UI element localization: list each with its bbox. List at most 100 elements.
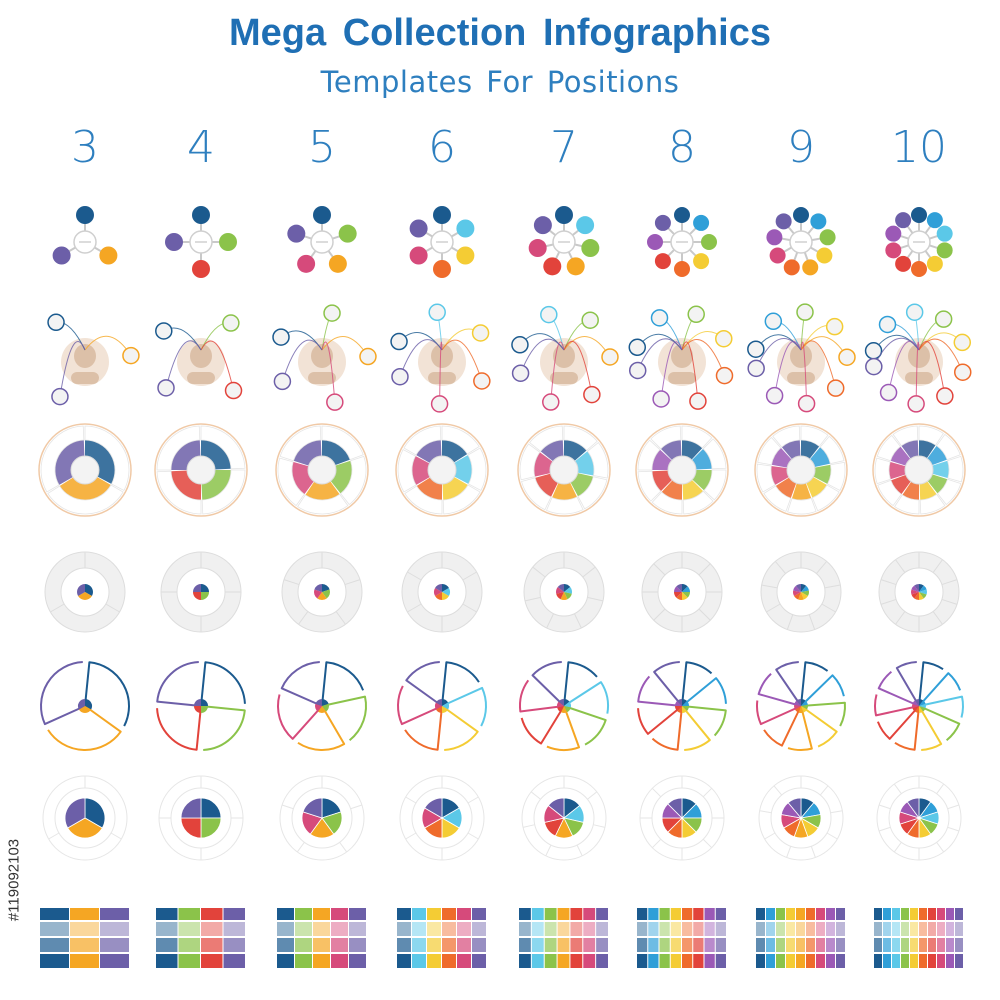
petal-outline	[681, 705, 711, 751]
petal-outline	[200, 705, 246, 751]
mini-pie-slice	[442, 592, 449, 600]
ring-center	[549, 455, 579, 485]
target-divider	[573, 613, 582, 629]
column-band	[659, 954, 670, 968]
column-band	[277, 922, 294, 936]
mini-pie-slice	[801, 592, 808, 600]
column-band	[796, 922, 805, 936]
column-band	[910, 922, 918, 936]
pie-slice	[302, 797, 323, 819]
column-header	[659, 908, 670, 920]
bubble-dot	[555, 206, 573, 224]
target-divider	[298, 611, 309, 625]
column-band	[901, 922, 909, 936]
face-shape	[74, 344, 96, 368]
mini-pie-slice	[919, 585, 927, 592]
column-header	[937, 908, 945, 920]
target-divider	[932, 611, 943, 625]
column-band	[786, 954, 795, 968]
petal-outline	[397, 685, 443, 726]
column-band	[937, 922, 945, 936]
column-band	[156, 922, 178, 936]
mini-pie-slice	[798, 592, 804, 600]
outer-cell	[819, 435, 845, 465]
outer-ring	[635, 423, 729, 517]
template-segmented-pie-5	[279, 775, 365, 861]
ring-segment	[890, 446, 911, 466]
template-column-bands-7	[519, 908, 608, 968]
bubble-dot	[566, 257, 585, 276]
outer-cell	[787, 497, 817, 515]
node-circle	[838, 348, 856, 366]
bubble-dot	[819, 229, 836, 246]
mini-pie-slice	[919, 699, 924, 706]
outer-cell	[756, 463, 776, 493]
target-divider	[283, 579, 300, 586]
outer-cell	[947, 455, 964, 483]
node-circle	[471, 324, 490, 342]
arrow-curve	[888, 340, 920, 393]
column-band	[756, 938, 765, 952]
column-band	[295, 954, 312, 968]
petal-outline	[297, 705, 346, 751]
mini-pie-slice	[322, 589, 330, 599]
bubble-dot	[528, 239, 547, 258]
mini-pie-slice	[914, 699, 919, 706]
ring-segment	[291, 461, 314, 495]
ring-segment	[305, 481, 340, 500]
mini-pie-slice	[317, 592, 327, 600]
outer-cell	[442, 484, 481, 515]
column-header	[806, 908, 815, 920]
column-band	[776, 954, 785, 968]
bubble-dot	[52, 246, 71, 265]
template-head-network-6	[390, 303, 491, 413]
column-header	[412, 908, 426, 920]
petal-outline	[156, 661, 202, 707]
petal-outline	[787, 705, 813, 751]
ring-center	[307, 455, 337, 485]
mini-pie-slice	[201, 699, 208, 706]
bubble-dot	[338, 224, 357, 243]
ring-segment	[201, 440, 231, 470]
column-band	[583, 922, 596, 936]
template-head-network-7	[511, 305, 619, 411]
petal-outline	[321, 661, 365, 707]
column-band	[178, 938, 200, 952]
node-circle	[825, 317, 844, 336]
mini-pie-slice	[914, 706, 919, 713]
bubble-dot	[810, 213, 827, 230]
column-band	[295, 922, 312, 936]
column-band	[201, 938, 223, 952]
ring-divider	[587, 791, 598, 800]
target-divider	[462, 571, 477, 581]
ring-segment	[442, 440, 468, 463]
outer-cell	[757, 436, 782, 466]
column-band	[570, 954, 583, 968]
column-band	[544, 954, 557, 968]
column-band	[531, 938, 544, 952]
column-header	[472, 908, 486, 920]
mini-pie-slice	[798, 706, 804, 713]
outer-cell	[40, 425, 85, 493]
node-circle	[581, 311, 599, 329]
ring-divider	[651, 838, 662, 849]
mini-pie-slice	[442, 706, 449, 713]
bubble-dot	[693, 253, 710, 270]
petal-outline	[877, 670, 920, 707]
target-divider	[524, 596, 541, 602]
mini-pie-slice	[314, 703, 322, 712]
petal-outline	[156, 705, 202, 751]
node-circle	[905, 303, 924, 321]
node-circle	[907, 395, 925, 413]
node-circle	[879, 383, 898, 402]
column-header	[331, 908, 348, 920]
mini-pie-slice	[914, 584, 919, 592]
column-band	[874, 938, 882, 952]
arrow-curve	[59, 341, 86, 397]
template-outline-petals-3	[40, 661, 130, 751]
template-numbered-ring-9	[754, 423, 848, 517]
petal-outline	[405, 661, 443, 707]
template-head-network-5	[272, 304, 377, 411]
bubble-dot	[219, 233, 237, 251]
column-band	[427, 922, 441, 936]
